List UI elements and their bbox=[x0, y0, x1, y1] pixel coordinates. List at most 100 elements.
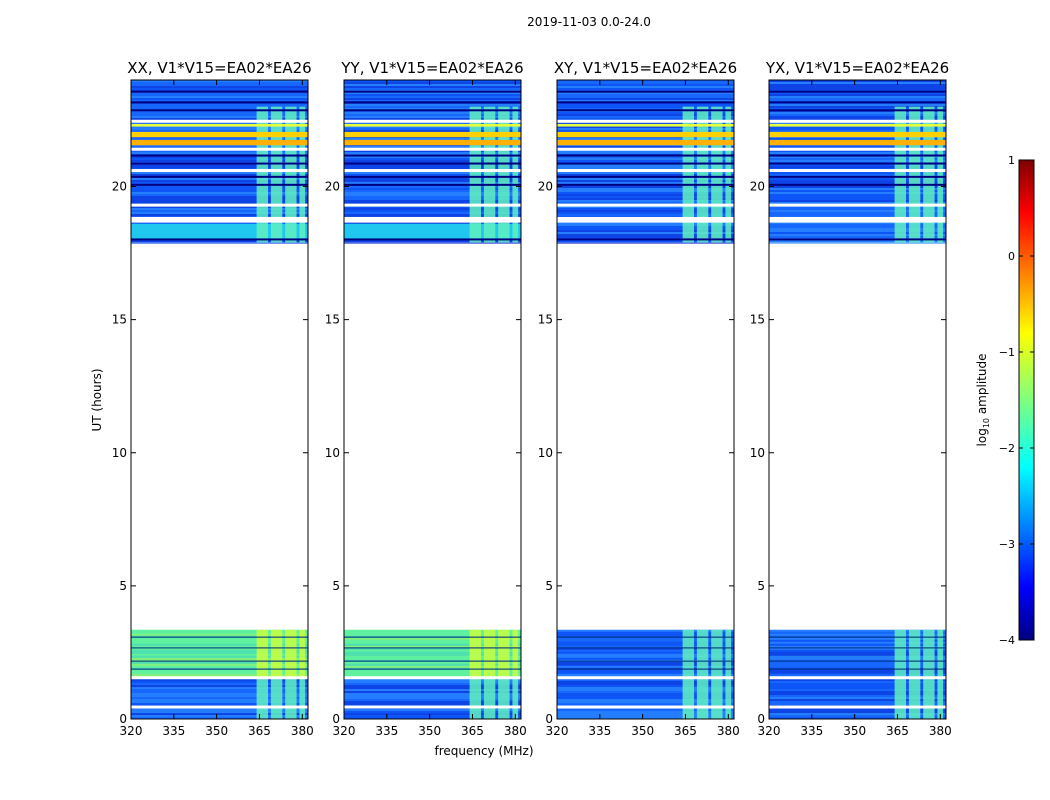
noise-row bbox=[344, 242, 521, 244]
noise-row bbox=[769, 673, 946, 676]
dark-row bbox=[557, 90, 734, 93]
noise-row bbox=[131, 214, 308, 216]
noise-row bbox=[344, 208, 521, 210]
noise-row bbox=[131, 649, 308, 652]
panel-frame bbox=[556, 79, 735, 720]
noise-row bbox=[769, 96, 946, 98]
noise-row bbox=[769, 126, 946, 128]
noise-row bbox=[131, 242, 308, 244]
noise-row bbox=[344, 114, 521, 116]
strong-row bbox=[131, 123, 308, 127]
panel-title: YY, V1*V15=EA02*EA26 bbox=[340, 59, 523, 77]
strong-row bbox=[769, 139, 946, 146]
noise-row bbox=[131, 709, 308, 712]
noise-row bbox=[131, 687, 308, 690]
noise-row bbox=[344, 168, 521, 170]
noise-row bbox=[344, 196, 521, 198]
y-tick-label: 10 bbox=[750, 446, 765, 460]
noise-row bbox=[131, 701, 308, 704]
y-tick-label: 20 bbox=[750, 180, 765, 194]
noise-row bbox=[131, 669, 308, 672]
noise-row bbox=[769, 130, 946, 132]
rfi-column bbox=[512, 106, 519, 243]
noise-row bbox=[557, 86, 734, 88]
noise-row bbox=[131, 166, 308, 168]
noise-row bbox=[557, 158, 734, 160]
noise-row bbox=[769, 180, 946, 182]
noise-row bbox=[769, 86, 946, 88]
noise-row bbox=[769, 222, 946, 224]
noise-row bbox=[131, 240, 308, 242]
noise-row bbox=[769, 210, 946, 212]
noise-row bbox=[557, 106, 734, 108]
noise-row bbox=[344, 715, 521, 718]
noise-row bbox=[131, 663, 308, 666]
noise-row bbox=[131, 174, 308, 176]
noise-row bbox=[769, 687, 946, 690]
noise-row bbox=[769, 683, 946, 686]
figure-suptitle: 2019-11-03 0.0-24.0 bbox=[527, 15, 651, 29]
rfi-column bbox=[923, 629, 935, 677]
noise-row bbox=[344, 665, 521, 668]
noise-row bbox=[131, 657, 308, 660]
noise-row bbox=[557, 226, 734, 228]
noise-row bbox=[769, 228, 946, 230]
noise-row bbox=[344, 655, 521, 658]
dark-row bbox=[769, 636, 946, 638]
flagged-gap bbox=[557, 119, 734, 123]
noise-row bbox=[344, 112, 521, 114]
noise-row bbox=[769, 150, 946, 152]
noise-row bbox=[557, 172, 734, 174]
noise-row bbox=[769, 653, 946, 656]
flagged-gap bbox=[557, 705, 734, 709]
noise-row bbox=[769, 94, 946, 96]
panel-frame bbox=[130, 79, 309, 720]
heatmap-image bbox=[344, 80, 521, 719]
noise-row bbox=[344, 689, 521, 692]
rfi-column bbox=[908, 106, 921, 243]
noise-row bbox=[344, 631, 521, 634]
noise-row bbox=[344, 96, 521, 98]
noise-row bbox=[769, 122, 946, 124]
x-tick-label: 335 bbox=[162, 724, 185, 738]
noise-row bbox=[131, 206, 308, 208]
dark-row bbox=[131, 636, 308, 638]
noise-row bbox=[769, 160, 946, 162]
dark-row bbox=[769, 175, 946, 178]
noise-row bbox=[131, 202, 308, 204]
noise-row bbox=[769, 681, 946, 684]
noise-row bbox=[557, 174, 734, 176]
dark-row bbox=[131, 101, 308, 104]
dark-row bbox=[344, 109, 521, 112]
rfi-column bbox=[725, 106, 732, 243]
x-tick-label: 365 bbox=[886, 724, 909, 738]
noise-row bbox=[131, 208, 308, 210]
flagged-gap bbox=[131, 219, 308, 223]
noise-row bbox=[131, 116, 308, 118]
flagged-gap bbox=[769, 219, 946, 223]
noise-row bbox=[557, 88, 734, 90]
noise-row bbox=[131, 152, 308, 154]
noise-row bbox=[131, 685, 308, 688]
noise-row bbox=[344, 152, 521, 154]
noise-row bbox=[557, 82, 734, 84]
noise-row bbox=[131, 645, 308, 648]
noise-row bbox=[131, 198, 308, 200]
strong-row bbox=[769, 131, 946, 138]
flagged-gap bbox=[769, 203, 946, 207]
panels: XX, V1*V15=EA02*EA26 320 335 350 365 380 0 5 10 1… bbox=[112, 59, 952, 738]
dark-row bbox=[557, 109, 734, 112]
noise-row bbox=[131, 671, 308, 674]
noise-row bbox=[344, 190, 521, 192]
x-tick-label: 320 bbox=[758, 724, 781, 738]
rfi-column bbox=[469, 106, 482, 243]
noise-row bbox=[769, 172, 946, 174]
flagged-gap bbox=[557, 147, 734, 151]
noise-row bbox=[131, 182, 308, 184]
dark-row bbox=[131, 109, 308, 112]
noise-row bbox=[557, 80, 734, 82]
strong-row bbox=[557, 131, 734, 138]
noise-row bbox=[131, 130, 308, 132]
noise-row bbox=[769, 164, 946, 166]
flagged-gap bbox=[344, 705, 521, 709]
